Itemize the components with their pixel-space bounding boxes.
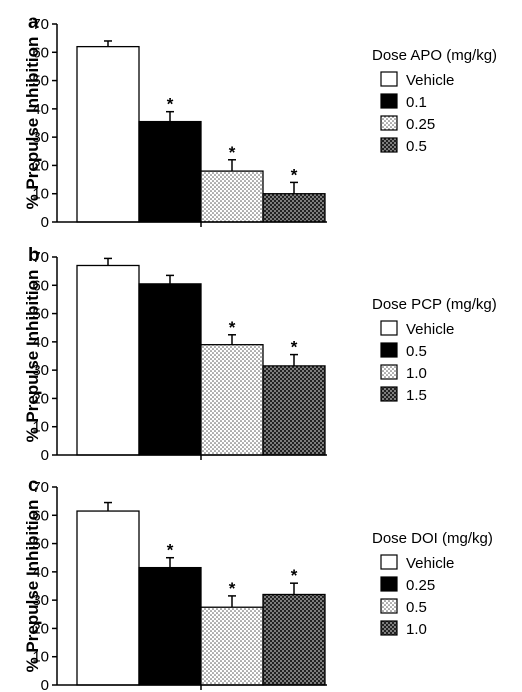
bar-vehicle <box>76 45 140 223</box>
legend-label: Vehicle <box>406 555 454 572</box>
panel-label: c <box>28 475 39 496</box>
y-tick-label: 60 <box>32 44 49 61</box>
legend-label: 0.25 <box>406 116 435 133</box>
y-axis-label: % Prepulse Inhibition <box>23 37 42 210</box>
y-tick-label: 50 <box>32 306 49 323</box>
significance-star: * <box>291 566 298 585</box>
legend-label: 0.5 <box>406 343 427 360</box>
panel-label: a <box>28 12 39 33</box>
legend-swatch <box>380 598 398 614</box>
significance-star: * <box>229 143 236 162</box>
y-axis-label: % Prepulse Inhibition <box>23 270 42 443</box>
y-tick-label: 0 <box>41 677 49 692</box>
bar-0-25 <box>138 566 202 686</box>
y-tick-label: 40 <box>32 334 49 351</box>
legend-label: 0.5 <box>406 138 427 155</box>
bar-1-0 <box>200 344 264 456</box>
panel-a: a % Prepulse Inhibition 0 10 20 30 40 50 60 70 * * *… <box>23 12 497 231</box>
legend-label: Vehicle <box>406 321 454 338</box>
bar-0-1 <box>138 120 202 223</box>
significance-star: * <box>291 338 298 357</box>
y-tick-label: 60 <box>32 507 49 524</box>
y-tick-label: 50 <box>32 73 49 90</box>
legend-label: 1.5 <box>406 387 427 404</box>
y-tick-label: 40 <box>32 101 49 118</box>
y-tick-label: 20 <box>32 390 49 407</box>
legend-label: Vehicle <box>406 72 454 89</box>
legend-title: Dose APO (mg/kg) <box>372 47 497 64</box>
y-tick-label: 20 <box>32 620 49 637</box>
legend-swatch <box>380 320 398 336</box>
legend-title: Dose PCP (mg/kg) <box>372 296 497 313</box>
legend-swatch <box>380 620 398 636</box>
legend-label: 0.25 <box>406 577 435 594</box>
panel-c: c % Prepulse Inhibition 0 10 20 30 40 50 60 70 * * *… <box>23 475 493 692</box>
legend-label: 0.1 <box>406 94 427 111</box>
bar-0-25 <box>200 170 264 223</box>
y-tick-label: 10 <box>32 186 49 203</box>
bar-0-5 <box>262 193 326 223</box>
legend-swatch <box>380 364 398 380</box>
legend-swatch <box>380 342 398 358</box>
legend-swatch <box>380 576 398 592</box>
y-tick-label: 70 <box>32 479 49 496</box>
legend-swatch <box>380 137 398 153</box>
y-tick-label: 30 <box>32 592 49 609</box>
y-tick-label: 50 <box>32 536 49 553</box>
y-tick-label: 40 <box>32 564 49 581</box>
y-tick-label: 10 <box>32 649 49 666</box>
y-tick-label: 20 <box>32 157 49 174</box>
panel-label: b <box>28 245 40 266</box>
bar-1-0 <box>262 593 326 686</box>
legend-label: 1.0 <box>406 365 427 382</box>
bar-vehicle <box>76 264 140 456</box>
bar-0-5 <box>138 283 202 456</box>
legend-label: 0.5 <box>406 599 427 616</box>
significance-star: * <box>167 95 174 114</box>
significance-star: * <box>167 541 174 560</box>
significance-star: * <box>229 318 236 337</box>
y-tick-label: 30 <box>32 129 49 146</box>
y-axis-label: % Prepulse Inhibition <box>23 500 42 673</box>
legend-title: Dose DOI (mg/kg) <box>372 530 493 547</box>
y-tick-label: 30 <box>32 362 49 379</box>
y-tick-label: 10 <box>32 419 49 436</box>
significance-star: * <box>229 579 236 598</box>
legend-swatch <box>380 93 398 109</box>
legend-label: 1.0 <box>406 621 427 638</box>
y-tick-label: 0 <box>41 214 49 231</box>
y-tick-label: 70 <box>32 16 49 33</box>
panel-b: b % Prepulse Inhibition 0 10 20 30 40 50 60 70 * * D… <box>23 245 497 464</box>
legend-swatch <box>380 115 398 131</box>
bar-1-5 <box>262 365 326 456</box>
y-tick-label: 70 <box>32 249 49 266</box>
legend-swatch <box>380 554 398 570</box>
bar-vehicle <box>76 510 140 686</box>
legend-swatch <box>380 71 398 87</box>
y-tick-label: 60 <box>32 277 49 294</box>
significance-star: * <box>291 165 298 184</box>
legend-swatch <box>380 386 398 402</box>
y-tick-label: 0 <box>41 447 49 464</box>
bar-0-5 <box>200 606 264 686</box>
